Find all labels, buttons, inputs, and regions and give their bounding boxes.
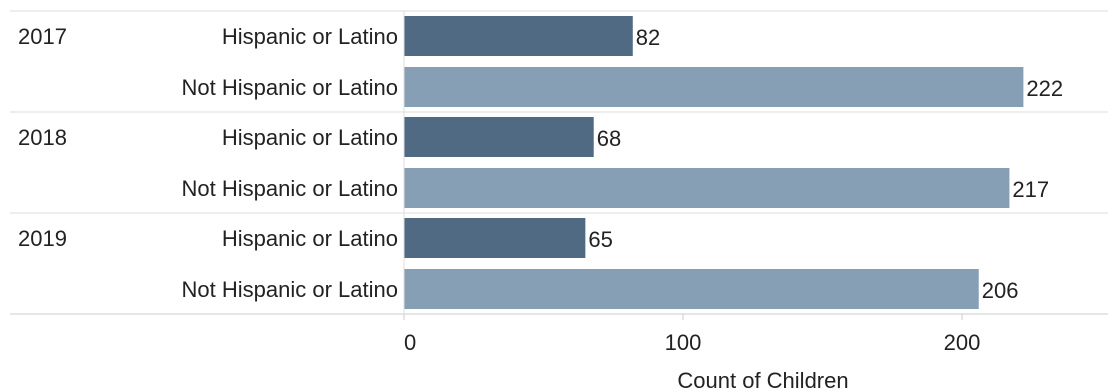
bar bbox=[404, 168, 1010, 208]
data-label: 222 bbox=[1026, 76, 1063, 101]
category-label: Not Hispanic or Latino bbox=[182, 176, 398, 201]
bar bbox=[404, 269, 979, 309]
x-tick-label: 100 bbox=[665, 330, 702, 355]
x-axis-title: Count of Children bbox=[677, 368, 848, 392]
data-label: 68 bbox=[597, 126, 621, 151]
x-tick-label: 200 bbox=[944, 330, 981, 355]
bar bbox=[404, 67, 1024, 107]
data-label: 82 bbox=[636, 25, 660, 50]
data-label: 65 bbox=[588, 227, 612, 252]
bar bbox=[404, 117, 594, 157]
category-label: Hispanic or Latino bbox=[222, 24, 398, 49]
category-label: Hispanic or Latino bbox=[222, 125, 398, 150]
x-tick-label: 0 bbox=[404, 330, 416, 355]
bar bbox=[404, 16, 633, 56]
data-label: 217 bbox=[1012, 177, 1049, 202]
year-label: 2019 bbox=[18, 226, 67, 251]
data-label: 206 bbox=[982, 278, 1019, 303]
year-label: 2018 bbox=[18, 125, 67, 150]
bar bbox=[404, 218, 586, 258]
category-label: Hispanic or Latino bbox=[222, 226, 398, 251]
category-label: Not Hispanic or Latino bbox=[182, 75, 398, 100]
year-label: 2017 bbox=[18, 24, 67, 49]
category-label: Not Hispanic or Latino bbox=[182, 277, 398, 302]
